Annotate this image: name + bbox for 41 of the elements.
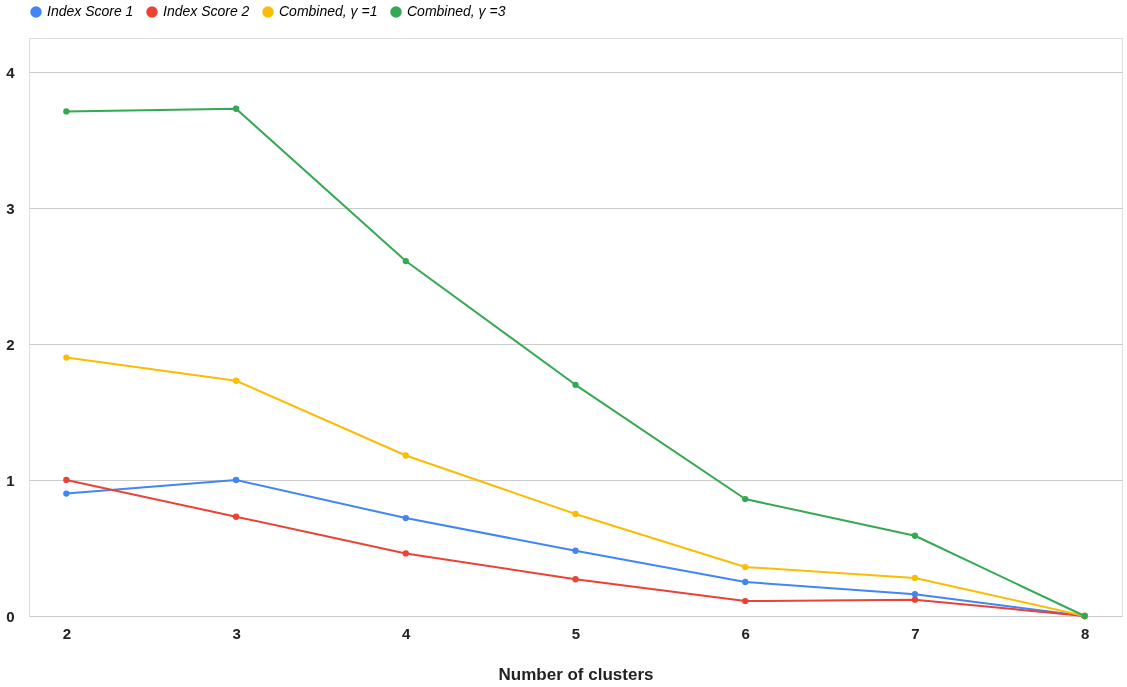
legend-label: Combined, γ =3 bbox=[407, 3, 506, 19]
x-tick-label: 7 bbox=[911, 624, 920, 642]
y-tick-label: 3 bbox=[6, 199, 15, 217]
x-tick-label: 6 bbox=[741, 624, 750, 642]
point bbox=[402, 550, 409, 557]
x-tick-label: 2 bbox=[62, 624, 72, 642]
point bbox=[572, 547, 579, 554]
point bbox=[742, 597, 749, 605]
legend-label: Combined, γ =1 bbox=[279, 3, 378, 19]
x-tick-label: 5 bbox=[571, 624, 581, 642]
point bbox=[402, 514, 409, 522]
x-tick-label: 3 bbox=[232, 624, 241, 642]
y-tick-label: 0 bbox=[6, 607, 15, 625]
point bbox=[63, 476, 70, 484]
point bbox=[742, 495, 749, 503]
legend-label: Index Score 2 bbox=[163, 3, 250, 19]
x-tick-label: 8 bbox=[1080, 624, 1090, 642]
point bbox=[572, 576, 579, 583]
point bbox=[911, 596, 919, 603]
point bbox=[232, 476, 240, 484]
point bbox=[911, 591, 919, 598]
legend-label: Index Score 1 bbox=[47, 3, 134, 19]
point bbox=[402, 452, 409, 459]
y-tick-label: 2 bbox=[6, 335, 15, 353]
point bbox=[911, 532, 919, 539]
point bbox=[402, 257, 409, 265]
point bbox=[742, 563, 749, 571]
y-tick-label: 4 bbox=[6, 63, 16, 81]
point bbox=[572, 510, 579, 518]
point bbox=[572, 381, 579, 388]
point bbox=[232, 105, 240, 112]
x-axis-title: Number of clusters bbox=[498, 664, 654, 684]
point bbox=[742, 578, 749, 586]
point bbox=[911, 574, 919, 582]
x-tick-label: 4 bbox=[402, 624, 412, 642]
y-tick-label: 1 bbox=[6, 471, 15, 489]
point bbox=[63, 354, 70, 361]
point bbox=[63, 108, 70, 115]
point bbox=[232, 377, 240, 384]
point bbox=[232, 513, 240, 520]
point bbox=[63, 490, 70, 497]
